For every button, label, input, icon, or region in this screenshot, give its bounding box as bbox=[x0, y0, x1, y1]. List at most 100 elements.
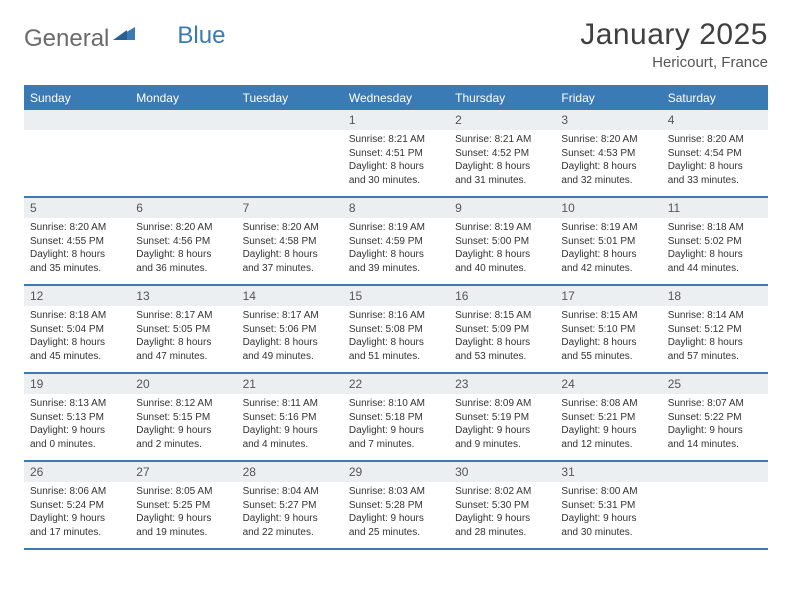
daylight-text: Daylight: 8 hours and 55 minutes. bbox=[561, 336, 655, 363]
day-number: 19 bbox=[24, 374, 130, 394]
title-block: January 2025 Hericourt, France bbox=[580, 18, 768, 71]
day-details: Sunrise: 8:15 AMSunset: 5:10 PMDaylight:… bbox=[555, 306, 661, 367]
sunrise-text: Sunrise: 8:03 AM bbox=[349, 485, 443, 499]
sunset-text: Sunset: 5:08 PM bbox=[349, 323, 443, 337]
calendar-day: 2Sunrise: 8:21 AMSunset: 4:52 PMDaylight… bbox=[449, 110, 555, 196]
day-number: 10 bbox=[555, 198, 661, 218]
sunrise-text: Sunrise: 8:10 AM bbox=[349, 397, 443, 411]
calendar-week: 26Sunrise: 8:06 AMSunset: 5:24 PMDayligh… bbox=[24, 462, 768, 550]
calendar-day: 26Sunrise: 8:06 AMSunset: 5:24 PMDayligh… bbox=[24, 462, 130, 548]
sunrise-text: Sunrise: 8:18 AM bbox=[30, 309, 124, 323]
calendar-week: 19Sunrise: 8:13 AMSunset: 5:13 PMDayligh… bbox=[24, 374, 768, 462]
day-details: Sunrise: 8:10 AMSunset: 5:18 PMDaylight:… bbox=[343, 394, 449, 455]
sunrise-text: Sunrise: 8:12 AM bbox=[136, 397, 230, 411]
day-details: Sunrise: 8:17 AMSunset: 5:05 PMDaylight:… bbox=[130, 306, 236, 367]
day-details: Sunrise: 8:13 AMSunset: 5:13 PMDaylight:… bbox=[24, 394, 130, 455]
day-details: Sunrise: 8:02 AMSunset: 5:30 PMDaylight:… bbox=[449, 482, 555, 543]
day-details: Sunrise: 8:20 AMSunset: 4:56 PMDaylight:… bbox=[130, 218, 236, 279]
calendar-day: 31Sunrise: 8:00 AMSunset: 5:31 PMDayligh… bbox=[555, 462, 661, 548]
day-number: 23 bbox=[449, 374, 555, 394]
day-details bbox=[237, 130, 343, 137]
sunrise-text: Sunrise: 8:02 AM bbox=[455, 485, 549, 499]
sunrise-text: Sunrise: 8:15 AM bbox=[561, 309, 655, 323]
daylight-text: Daylight: 9 hours and 22 minutes. bbox=[243, 512, 337, 539]
calendar-day: 16Sunrise: 8:15 AMSunset: 5:09 PMDayligh… bbox=[449, 286, 555, 372]
sunrise-text: Sunrise: 8:14 AM bbox=[668, 309, 762, 323]
day-number: 13 bbox=[130, 286, 236, 306]
calendar-day: 1Sunrise: 8:21 AMSunset: 4:51 PMDaylight… bbox=[343, 110, 449, 196]
calendar-day: 17Sunrise: 8:15 AMSunset: 5:10 PMDayligh… bbox=[555, 286, 661, 372]
daylight-text: Daylight: 9 hours and 4 minutes. bbox=[243, 424, 337, 451]
day-details: Sunrise: 8:21 AMSunset: 4:52 PMDaylight:… bbox=[449, 130, 555, 191]
calendar-day: . bbox=[237, 110, 343, 196]
calendar-day: 27Sunrise: 8:05 AMSunset: 5:25 PMDayligh… bbox=[130, 462, 236, 548]
calendar-day: 18Sunrise: 8:14 AMSunset: 5:12 PMDayligh… bbox=[662, 286, 768, 372]
weekday-header: Wednesday bbox=[343, 87, 449, 110]
daylight-text: Daylight: 8 hours and 37 minutes. bbox=[243, 248, 337, 275]
day-number: . bbox=[237, 110, 343, 130]
daylight-text: Daylight: 9 hours and 17 minutes. bbox=[30, 512, 124, 539]
weekday-header: Thursday bbox=[449, 87, 555, 110]
calendar-day: . bbox=[130, 110, 236, 196]
calendar-day: 5Sunrise: 8:20 AMSunset: 4:55 PMDaylight… bbox=[24, 198, 130, 284]
day-number: 26 bbox=[24, 462, 130, 482]
daylight-text: Daylight: 8 hours and 49 minutes. bbox=[243, 336, 337, 363]
logo-triangle-icon bbox=[113, 24, 135, 45]
calendar-day: 8Sunrise: 8:19 AMSunset: 4:59 PMDaylight… bbox=[343, 198, 449, 284]
daylight-text: Daylight: 8 hours and 36 minutes. bbox=[136, 248, 230, 275]
day-number: 15 bbox=[343, 286, 449, 306]
calendar-day: 30Sunrise: 8:02 AMSunset: 5:30 PMDayligh… bbox=[449, 462, 555, 548]
weekday-row: SundayMondayTuesdayWednesdayThursdayFrid… bbox=[24, 87, 768, 110]
logo-text-blue: Blue bbox=[177, 22, 225, 50]
sunset-text: Sunset: 5:10 PM bbox=[561, 323, 655, 337]
sunset-text: Sunset: 5:00 PM bbox=[455, 235, 549, 249]
calendar-day: 12Sunrise: 8:18 AMSunset: 5:04 PMDayligh… bbox=[24, 286, 130, 372]
sunset-text: Sunset: 4:53 PM bbox=[561, 147, 655, 161]
day-number: . bbox=[24, 110, 130, 130]
daylight-text: Daylight: 9 hours and 28 minutes. bbox=[455, 512, 549, 539]
calendar-day: . bbox=[24, 110, 130, 196]
day-details: Sunrise: 8:15 AMSunset: 5:09 PMDaylight:… bbox=[449, 306, 555, 367]
day-number: 5 bbox=[24, 198, 130, 218]
logo: General Blue bbox=[24, 24, 225, 53]
day-number: 16 bbox=[449, 286, 555, 306]
sunrise-text: Sunrise: 8:17 AM bbox=[243, 309, 337, 323]
daylight-text: Daylight: 9 hours and 25 minutes. bbox=[349, 512, 443, 539]
sunrise-text: Sunrise: 8:17 AM bbox=[136, 309, 230, 323]
sunset-text: Sunset: 4:54 PM bbox=[668, 147, 762, 161]
day-details: Sunrise: 8:17 AMSunset: 5:06 PMDaylight:… bbox=[237, 306, 343, 367]
daylight-text: Daylight: 8 hours and 57 minutes. bbox=[668, 336, 762, 363]
day-details: Sunrise: 8:08 AMSunset: 5:21 PMDaylight:… bbox=[555, 394, 661, 455]
sunrise-text: Sunrise: 8:00 AM bbox=[561, 485, 655, 499]
day-number: 30 bbox=[449, 462, 555, 482]
day-number: 7 bbox=[237, 198, 343, 218]
daylight-text: Daylight: 8 hours and 40 minutes. bbox=[455, 248, 549, 275]
day-details: Sunrise: 8:14 AMSunset: 5:12 PMDaylight:… bbox=[662, 306, 768, 367]
day-details: Sunrise: 8:12 AMSunset: 5:15 PMDaylight:… bbox=[130, 394, 236, 455]
day-number: 6 bbox=[130, 198, 236, 218]
sunset-text: Sunset: 5:18 PM bbox=[349, 411, 443, 425]
calendar-day: 23Sunrise: 8:09 AMSunset: 5:19 PMDayligh… bbox=[449, 374, 555, 460]
calendar-day: 19Sunrise: 8:13 AMSunset: 5:13 PMDayligh… bbox=[24, 374, 130, 460]
sunset-text: Sunset: 5:30 PM bbox=[455, 499, 549, 513]
day-number: 12 bbox=[24, 286, 130, 306]
daylight-text: Daylight: 8 hours and 35 minutes. bbox=[30, 248, 124, 275]
day-number: 9 bbox=[449, 198, 555, 218]
day-number: 4 bbox=[662, 110, 768, 130]
daylight-text: Daylight: 9 hours and 14 minutes. bbox=[668, 424, 762, 451]
day-details: Sunrise: 8:07 AMSunset: 5:22 PMDaylight:… bbox=[662, 394, 768, 455]
calendar-day: 22Sunrise: 8:10 AMSunset: 5:18 PMDayligh… bbox=[343, 374, 449, 460]
daylight-text: Daylight: 8 hours and 45 minutes. bbox=[30, 336, 124, 363]
sunset-text: Sunset: 5:05 PM bbox=[136, 323, 230, 337]
weekday-header: Saturday bbox=[662, 87, 768, 110]
day-number: 29 bbox=[343, 462, 449, 482]
daylight-text: Daylight: 9 hours and 30 minutes. bbox=[561, 512, 655, 539]
daylight-text: Daylight: 9 hours and 0 minutes. bbox=[30, 424, 124, 451]
sunrise-text: Sunrise: 8:06 AM bbox=[30, 485, 124, 499]
sunrise-text: Sunrise: 8:08 AM bbox=[561, 397, 655, 411]
calendar-day: 11Sunrise: 8:18 AMSunset: 5:02 PMDayligh… bbox=[662, 198, 768, 284]
calendar-week: ...1Sunrise: 8:21 AMSunset: 4:51 PMDayli… bbox=[24, 110, 768, 198]
day-number: 3 bbox=[555, 110, 661, 130]
day-number: 14 bbox=[237, 286, 343, 306]
day-details: Sunrise: 8:18 AMSunset: 5:02 PMDaylight:… bbox=[662, 218, 768, 279]
